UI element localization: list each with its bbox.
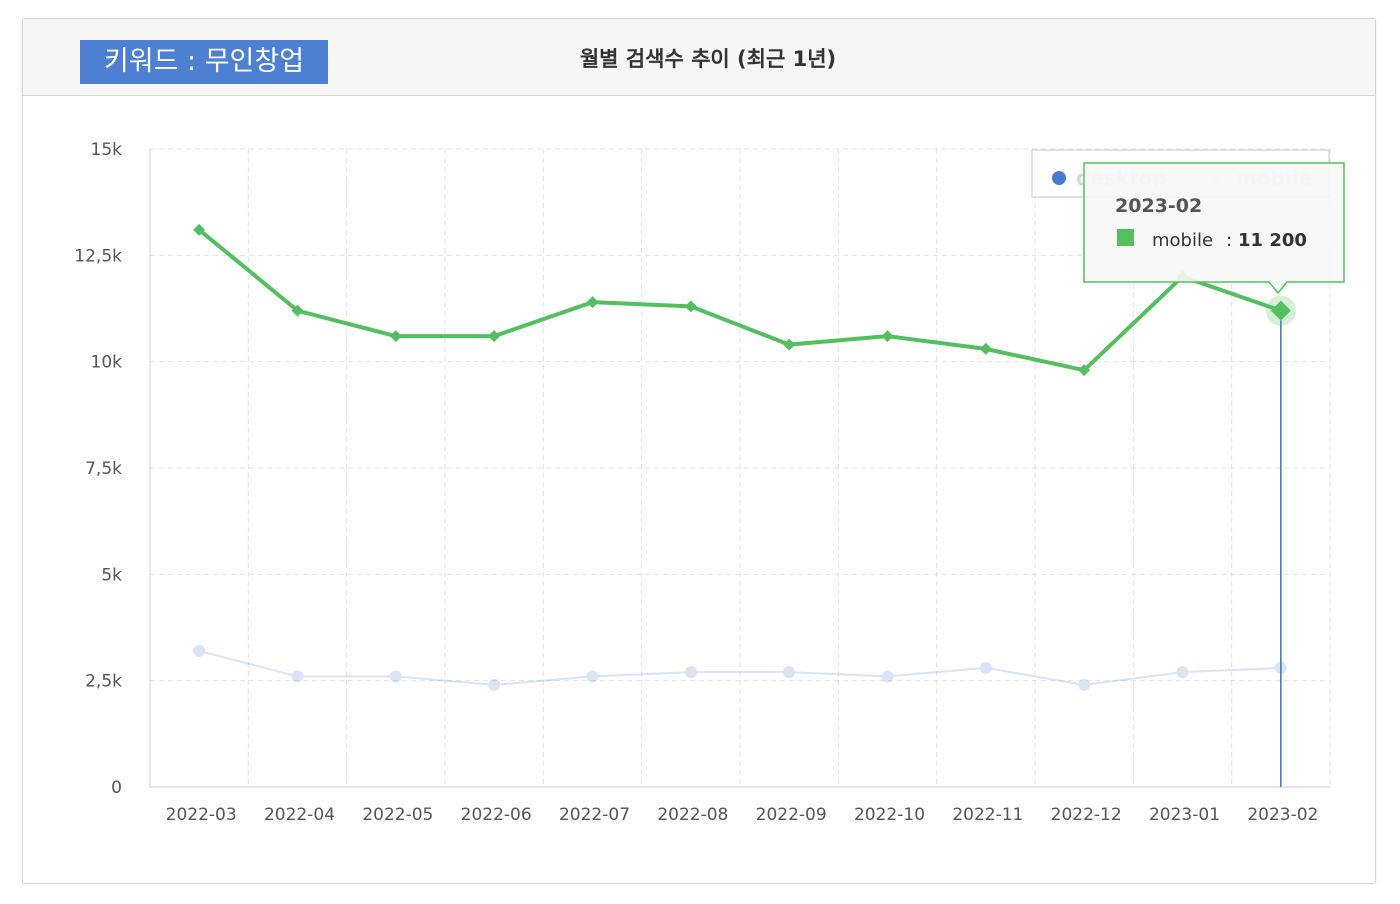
tooltip-date: 2023-02 <box>1115 195 1202 217</box>
tooltip-separator: : <box>1226 230 1232 251</box>
y-tick-label: 10k <box>91 353 123 373</box>
desktop-legend-marker <box>1052 171 1066 185</box>
mobile-point[interactable] <box>881 330 894 343</box>
desktop-point[interactable] <box>881 670 894 683</box>
desktop-point[interactable] <box>1176 666 1189 679</box>
y-tick-label: 0 <box>111 778 122 798</box>
x-tick-label: 2022-07 <box>559 805 630 825</box>
desktop-point[interactable] <box>193 644 206 657</box>
axes: 0 2,5k 5k 7,5k 10k 12,5k 15k 2022-03 2022-04 2022… <box>74 140 1330 825</box>
mobile-point[interactable] <box>586 296 599 309</box>
x-tick-label: 2022-06 <box>461 805 532 825</box>
tooltip-value: 11 200 <box>1238 230 1307 251</box>
x-tick-label: 2022-04 <box>264 805 335 825</box>
desktop-point[interactable] <box>586 670 599 683</box>
x-tick-label: 2022-11 <box>952 805 1023 825</box>
mobile-point[interactable] <box>979 342 992 355</box>
x-tick-label: 2022-12 <box>1051 805 1122 825</box>
keyword-badge: 키워드 : 무인창업 <box>80 40 328 84</box>
y-tick-label: 7,5k <box>85 459 122 479</box>
desktop-point[interactable] <box>389 670 402 683</box>
x-tick-label: 2022-05 <box>362 805 433 825</box>
highlight-point[interactable] <box>1270 300 1291 321</box>
x-tick-label: 2023-01 <box>1149 805 1220 825</box>
chart-title: 월별 검색수 추이 (최근 1년) <box>579 47 837 71</box>
y-tick-label: 12,5k <box>74 246 122 266</box>
y-tick-label: 15k <box>91 140 123 160</box>
y-tick-label: 5k <box>101 565 122 585</box>
x-tick-label: 2022-03 <box>166 805 237 825</box>
x-tick-label: 2022-10 <box>854 805 925 825</box>
desktop-point[interactable] <box>291 670 304 683</box>
desktop-point[interactable] <box>488 678 501 691</box>
desktop-point[interactable] <box>684 666 697 679</box>
desktop-point[interactable] <box>979 661 992 674</box>
x-tick-label: 2022-09 <box>756 805 827 825</box>
mobile-point[interactable] <box>291 304 304 317</box>
mobile-point[interactable] <box>488 330 501 343</box>
series-desktop <box>193 644 1287 691</box>
x-tick-label: 2023-02 <box>1247 805 1318 825</box>
mobile-point[interactable] <box>783 338 796 351</box>
mobile-line <box>197 228 1282 373</box>
tooltip: 2023-02 mobile:11 200 <box>1083 162 1345 295</box>
x-tick-label: 2022-08 <box>657 805 728 825</box>
y-tick-label: 2,5k <box>85 672 122 692</box>
mobile-point[interactable] <box>389 330 402 343</box>
tooltip-box <box>1083 162 1345 295</box>
mobile-point[interactable] <box>1078 364 1091 377</box>
desktop-line <box>198 649 1281 686</box>
desktop-point[interactable] <box>783 666 796 679</box>
tooltip-swatch <box>1117 229 1134 246</box>
mobile-point[interactable] <box>684 300 697 313</box>
card-header: 키워드 : 무인창업 월별 검색수 추이 (최근 1년) <box>23 19 1375 96</box>
mobile-point[interactable] <box>193 223 206 236</box>
desktop-point[interactable] <box>1078 678 1091 691</box>
tooltip-series-label: mobile <box>1152 230 1213 251</box>
